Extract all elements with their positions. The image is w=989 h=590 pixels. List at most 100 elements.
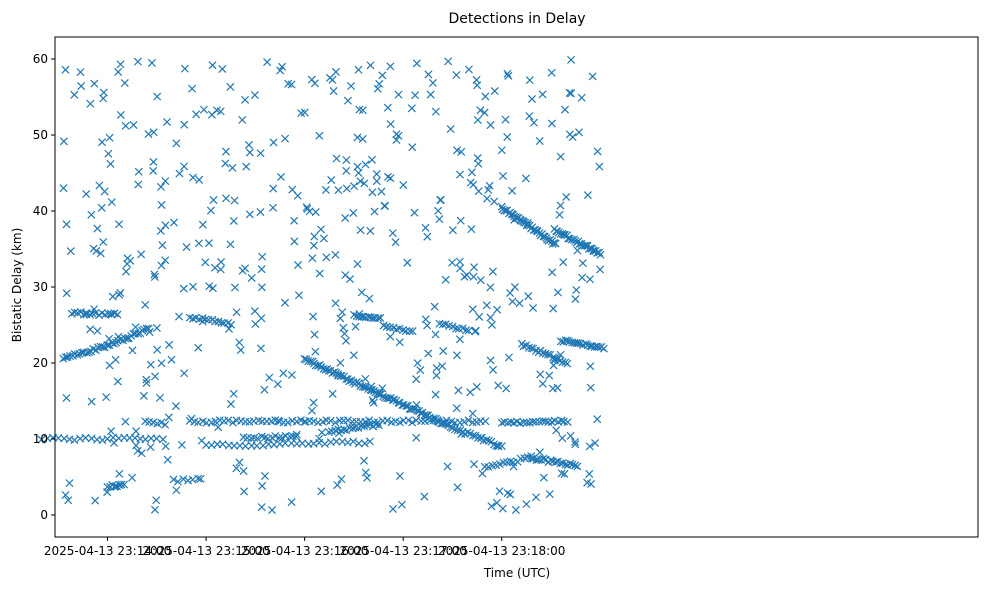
noise-point bbox=[421, 315, 430, 324]
detection-point bbox=[59, 354, 68, 363]
detection-point bbox=[531, 417, 540, 426]
noise-point bbox=[218, 64, 227, 74]
noise-point bbox=[258, 252, 267, 261]
markers-layer bbox=[37, 55, 608, 515]
noise-point bbox=[356, 226, 365, 235]
noise-point bbox=[399, 181, 408, 190]
noise-point bbox=[132, 441, 141, 450]
detection-point bbox=[360, 439, 369, 448]
noise-point bbox=[395, 471, 404, 481]
noise-point bbox=[370, 207, 379, 216]
detection-point bbox=[544, 418, 553, 427]
noise-point bbox=[412, 375, 421, 384]
noise-point bbox=[257, 283, 266, 292]
noise-point bbox=[471, 326, 480, 335]
noise-point bbox=[315, 269, 324, 278]
noise-point bbox=[334, 429, 344, 438]
noise-point bbox=[334, 186, 343, 195]
noise-point bbox=[328, 389, 337, 398]
detection-point bbox=[319, 364, 328, 373]
noise-point bbox=[315, 434, 324, 443]
detection-point bbox=[285, 432, 294, 441]
noise-point bbox=[96, 249, 105, 258]
noise-point bbox=[373, 84, 382, 93]
noise-point bbox=[163, 455, 172, 464]
detection-point bbox=[568, 460, 577, 469]
detection-point bbox=[580, 241, 589, 250]
noise-point bbox=[557, 469, 566, 478]
noise-point bbox=[123, 254, 132, 263]
detection-point bbox=[541, 417, 550, 426]
noise-point bbox=[353, 259, 362, 268]
noise-point bbox=[235, 458, 244, 467]
noise-point bbox=[391, 238, 400, 247]
noise-point bbox=[250, 307, 259, 316]
noise-point bbox=[199, 105, 208, 114]
noise-point bbox=[571, 440, 580, 449]
detection-point bbox=[117, 480, 126, 489]
noise-point bbox=[482, 301, 491, 310]
noise-point bbox=[353, 162, 362, 171]
noise-point bbox=[139, 391, 148, 400]
noise-point bbox=[115, 220, 124, 229]
noise-point bbox=[260, 471, 270, 481]
noise-point bbox=[424, 349, 433, 358]
noise-point bbox=[545, 490, 554, 499]
noise-point bbox=[545, 371, 554, 380]
noise-point bbox=[241, 95, 250, 104]
noise-point bbox=[331, 250, 340, 259]
detection-point bbox=[252, 441, 261, 450]
noise-point bbox=[287, 370, 296, 380]
detection-point bbox=[275, 433, 284, 442]
noise-point bbox=[216, 265, 225, 274]
noise-point bbox=[416, 366, 425, 375]
noise-point bbox=[153, 92, 162, 101]
noise-point bbox=[162, 117, 172, 127]
noise-point bbox=[77, 82, 86, 91]
noise-point bbox=[90, 79, 99, 88]
noise-point bbox=[61, 490, 70, 499]
noise-point bbox=[372, 177, 381, 186]
noise-point bbox=[179, 284, 188, 293]
noise-point bbox=[508, 297, 517, 306]
detection-point bbox=[70, 436, 79, 445]
detection-point bbox=[227, 320, 236, 329]
noise-point bbox=[441, 275, 450, 284]
noise-point bbox=[355, 309, 364, 318]
noise-point bbox=[134, 180, 143, 189]
detection-point bbox=[596, 250, 605, 259]
noise-point bbox=[423, 232, 432, 241]
noise-point bbox=[114, 67, 123, 76]
noise-point bbox=[310, 232, 319, 241]
noise-point bbox=[309, 312, 318, 321]
noise-point bbox=[232, 308, 241, 317]
noise-point bbox=[444, 57, 453, 66]
noise-point bbox=[337, 475, 346, 484]
noise-point bbox=[232, 464, 241, 473]
noise-point bbox=[490, 86, 499, 96]
detection-point bbox=[438, 418, 447, 427]
noise-point bbox=[66, 247, 75, 256]
noise-point bbox=[257, 265, 266, 274]
noise-point bbox=[388, 229, 397, 238]
noise-point bbox=[511, 505, 520, 514]
noise-point bbox=[470, 263, 479, 272]
noise-point bbox=[290, 216, 299, 225]
noise-point bbox=[486, 121, 495, 130]
noise-point bbox=[222, 194, 231, 203]
noise-point bbox=[280, 298, 290, 307]
noise-point bbox=[333, 481, 342, 490]
noise-point bbox=[113, 377, 122, 386]
noise-point bbox=[334, 370, 343, 379]
y-tick-label: 50 bbox=[33, 128, 48, 142]
noise-point bbox=[524, 292, 533, 301]
detection-point bbox=[161, 420, 170, 429]
noise-point bbox=[431, 390, 440, 399]
noise-point bbox=[331, 299, 340, 308]
noise-point bbox=[510, 215, 519, 224]
noise-point bbox=[245, 210, 254, 219]
noise-point bbox=[133, 446, 142, 455]
noise-point bbox=[487, 320, 496, 329]
noise-point bbox=[591, 439, 600, 448]
